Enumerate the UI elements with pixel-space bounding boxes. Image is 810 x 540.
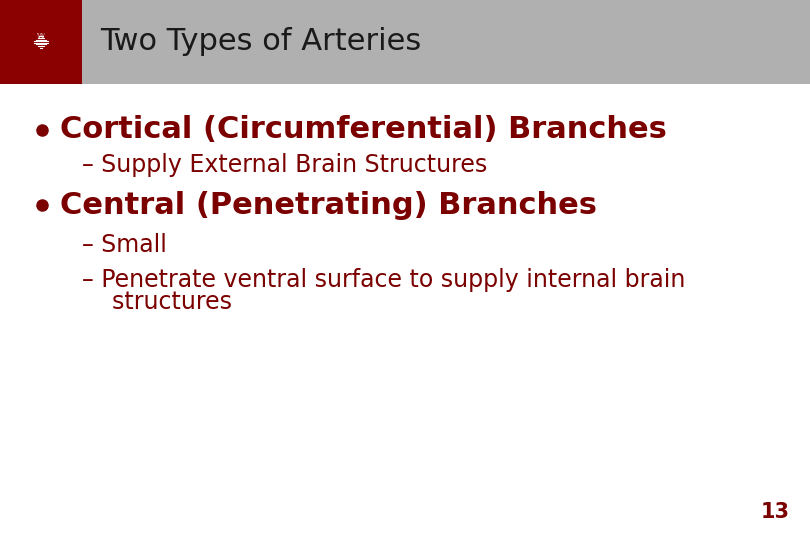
Text: – Small: – Small bbox=[82, 233, 167, 257]
Text: – Supply External Brain Structures: – Supply External Brain Structures bbox=[82, 153, 488, 177]
Text: Two Types of Arteries: Two Types of Arteries bbox=[100, 28, 421, 57]
Text: Central (Penetrating) Branches: Central (Penetrating) Branches bbox=[60, 191, 597, 219]
Bar bbox=[0, 0, 810, 84]
Text: structures: structures bbox=[82, 290, 232, 314]
Text: Cortical (Circumferential) Branches: Cortical (Circumferential) Branches bbox=[60, 116, 667, 145]
Bar bbox=[0, 0, 82, 84]
Text: 13: 13 bbox=[761, 502, 790, 522]
Text: 𝕎: 𝕎 bbox=[37, 33, 45, 39]
Text: – Penetrate ventral surface to supply internal brain: – Penetrate ventral surface to supply in… bbox=[82, 268, 685, 292]
